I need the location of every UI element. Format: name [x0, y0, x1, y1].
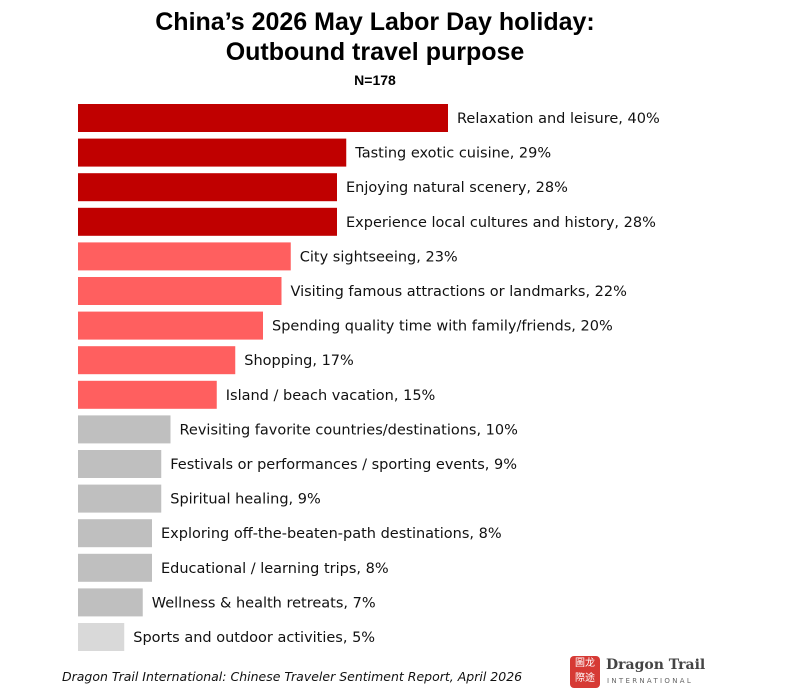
data-label: Visiting famous attractions or landmarks… — [291, 284, 627, 300]
data-label: Educational / learning trips, 8% — [161, 561, 389, 577]
logo-mark-icon: 圖龙 際途 — [570, 656, 600, 688]
source-note: Dragon Trail International: Chinese Trav… — [62, 669, 523, 684]
bar-12 — [78, 519, 152, 548]
data-label: City sightseeing, 23% — [300, 249, 458, 265]
bar-3 — [78, 207, 337, 236]
bar-8 — [78, 380, 217, 409]
chart-title: China’s 2026 May Labor Day holiday: — [155, 8, 595, 36]
data-label: Revisiting favorite countries/destinatio… — [180, 422, 518, 438]
bar-15 — [78, 623, 125, 651]
bar-14 — [78, 588, 143, 617]
bar-9 — [78, 415, 171, 444]
dragon-trail-logo: 圖龙 際途 Dragon Trail INTERNATIONAL — [570, 656, 705, 692]
logo-subtitle: INTERNATIONAL — [607, 677, 694, 685]
data-label: Spiritual healing, 9% — [170, 492, 321, 508]
data-label: Spending quality time with family/friend… — [272, 319, 613, 335]
bar-5 — [78, 277, 282, 305]
data-label: Sports and outdoor activities, 5% — [133, 630, 375, 646]
bar-4 — [78, 242, 291, 271]
data-label: Relaxation and leisure, 40% — [457, 111, 660, 127]
logo-name: Dragon Trail — [606, 657, 706, 673]
bar-2 — [78, 173, 337, 202]
bar-10 — [78, 450, 162, 478]
data-label: Exploring off-the-beaten-path destinatio… — [161, 526, 502, 542]
bar-7 — [78, 346, 236, 375]
data-label: Festivals or performances / sporting eve… — [170, 457, 517, 473]
data-label: Experience local cultures and history, 2… — [346, 215, 656, 231]
data-label: Tasting exotic cuisine, 29% — [354, 146, 551, 162]
bar-0 — [78, 104, 448, 132]
data-label: Enjoying natural scenery, 28% — [346, 180, 568, 196]
data-label: Shopping, 17% — [244, 353, 354, 369]
bar-13 — [78, 553, 152, 582]
chart-subtitle: N=178 — [354, 72, 396, 88]
bar-11 — [78, 484, 162, 513]
bar-6 — [78, 311, 263, 340]
chart-title-line2: Outbound travel purpose — [225, 38, 525, 66]
data-label: Wellness & health retreats, 7% — [152, 595, 376, 611]
bar-1 — [78, 138, 347, 167]
data-label: Island / beach vacation, 15% — [226, 388, 436, 404]
